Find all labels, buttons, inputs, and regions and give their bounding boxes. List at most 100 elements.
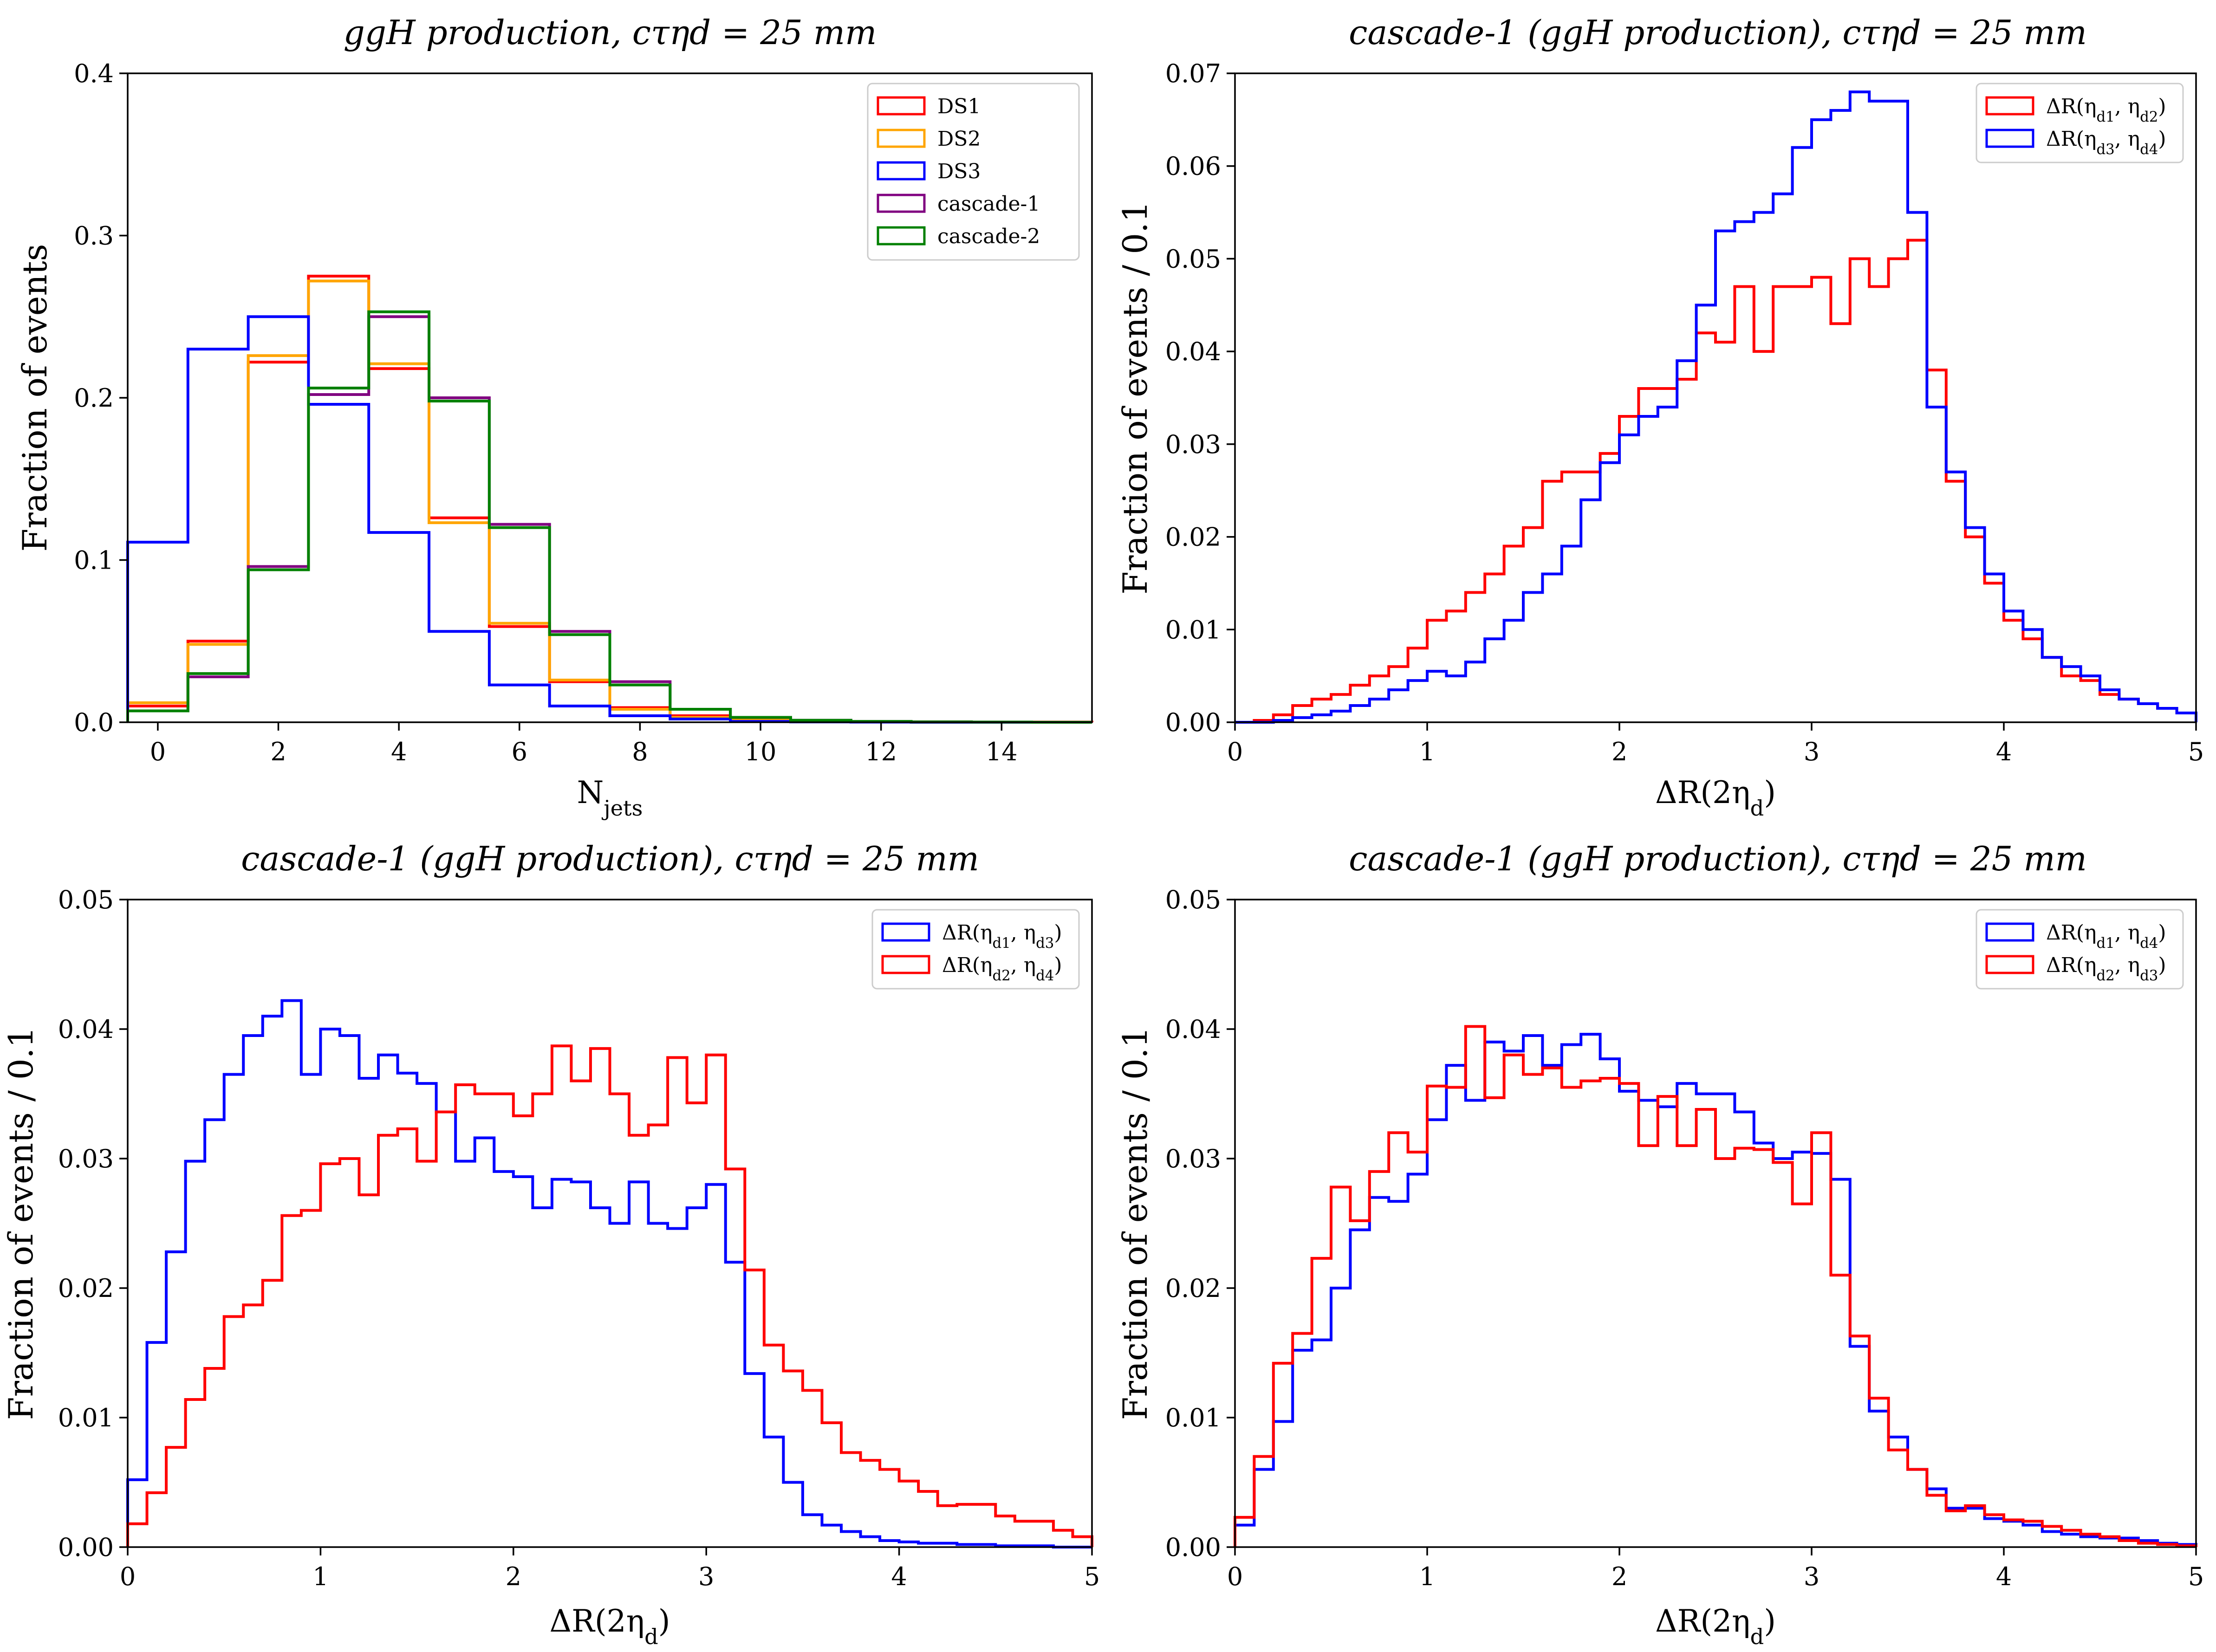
- y-tick-label: 0.01: [1165, 1403, 1221, 1432]
- legend: DS1 DS2 DS3 cascade-1 cascade-2: [867, 83, 1080, 261]
- x-tick-label: 3: [698, 1562, 714, 1591]
- series-group: [126, 274, 1093, 724]
- y-axis-label: Fraction of events: [15, 244, 54, 551]
- legend-swatch-r-d1-d2: [1985, 96, 2034, 116]
- y-tick-label: 0.03: [1165, 1144, 1221, 1173]
- legend-swatch-r-d1-d4: [1985, 922, 2034, 942]
- x-axis-label: ΔR(2ηd): [1655, 775, 1776, 821]
- y-tick-label: 0.00: [1165, 1533, 1221, 1562]
- x-tick-label: 4: [1996, 737, 2012, 766]
- series-group: [126, 999, 1093, 1548]
- legend-label-r-d1-d4: ΔR(ηd1, ηd4): [2046, 921, 2166, 952]
- panel-njets: 0 2 4 6 8 10 12 14 0.0 0.1 0.2 0.3 0.4 ggH production…: [15, 13, 1093, 821]
- legend-swatch-r-d2-d4: [881, 955, 930, 974]
- legend-label-ds3: DS3: [937, 160, 981, 183]
- x-tick-label: 2: [506, 1562, 521, 1591]
- series-group: [1234, 1025, 2197, 1548]
- x-tick-label: 0: [150, 737, 166, 766]
- chart-title: ggH production, cτηd = 25 mm: [344, 13, 877, 52]
- x-tick-label: 1: [1419, 1562, 1435, 1591]
- chart-title: cascade-1 (ggH production), cτηd = 25 mm: [1349, 13, 2087, 52]
- y-axis-label: Fraction of events / 0.1: [1, 1027, 40, 1420]
- x-axis-label: Njets: [577, 775, 643, 821]
- y-tick-label: 0.04: [1165, 1015, 1221, 1044]
- series-line-r-d1-d3: [126, 999, 1092, 1548]
- legend-swatch-ds1: [877, 96, 926, 116]
- x-tick-label: 1: [312, 1562, 328, 1591]
- series-line-r-d1-d2: [1235, 239, 2197, 724]
- series-group: [1235, 90, 2197, 724]
- legend-frame: [1976, 909, 2184, 990]
- y-tick-label: 0.01: [58, 1403, 114, 1432]
- legend-label-r-d3-d4: ΔR(ηd3, ηd4): [2046, 127, 2166, 158]
- x-tick-label: 3: [1804, 737, 1820, 766]
- legend: ΔR(ηd1, ηd4)ΔR(ηd2, ηd3): [1976, 909, 2184, 990]
- x-tick-label: 2: [1612, 737, 1627, 766]
- x-tick-label: 5: [2188, 1562, 2204, 1591]
- x-tick-label: 4: [391, 737, 407, 766]
- x-tick-label: 3: [1804, 1562, 1820, 1591]
- x-tick-label: 4: [891, 1562, 907, 1591]
- axes-frame: [1234, 899, 2197, 1548]
- y-tick-label: 0.02: [1165, 523, 1221, 552]
- y-tick-label: 0.07: [1165, 59, 1221, 88]
- legend-label-ds1: DS1: [937, 95, 981, 118]
- y-tick-label: 0.3: [74, 221, 114, 251]
- legend-label-r-d2-d3: ΔR(ηd2, ηd3): [2046, 953, 2166, 984]
- x-tick-label: 1: [1419, 737, 1435, 766]
- y-tick-label: 0.00: [1165, 708, 1221, 737]
- legend-frame: [867, 83, 1080, 261]
- x-tick-label: 0: [120, 1562, 136, 1591]
- legend-label-r-d2-d4: ΔR(ηd2, ηd4): [942, 953, 1062, 984]
- axes-frame: [1234, 72, 2197, 723]
- y-tick-label: 0.03: [58, 1144, 114, 1173]
- legend-swatch-r-d2-d3: [1985, 955, 2034, 974]
- y-tick-label: 0.02: [58, 1274, 114, 1303]
- x-tick-label: 2: [270, 737, 286, 766]
- x-tick-label: 5: [1084, 1562, 1100, 1591]
- legend-label-r-d1-d2: ΔR(ηd1, ηd2): [2046, 95, 2166, 125]
- x-tick-label: 0: [1227, 1562, 1243, 1591]
- axes-frame: [127, 899, 1093, 1548]
- chart-title: cascade-1 (ggH production), cτηd = 25 mm: [1349, 839, 2087, 878]
- x-axis-label: ΔR(2ηd): [1655, 1603, 1776, 1649]
- y-tick-label: 0.2: [74, 383, 114, 413]
- y-tick-label: 0.06: [1165, 152, 1221, 181]
- y-tick-label: 0.02: [1165, 1274, 1221, 1303]
- legend-swatch-ds3: [877, 161, 926, 181]
- y-axis-label: Fraction of events / 0.1: [1116, 201, 1155, 595]
- legend-swatch-r-d1-d3: [881, 922, 930, 942]
- y-tick-label: 0.03: [1165, 430, 1221, 459]
- x-tick-label: 0: [1227, 737, 1243, 766]
- legend-swatch-cascade-1: [877, 194, 926, 213]
- legend-label-cascade-2: cascade-2: [937, 225, 1040, 248]
- legend-swatch-cascade-2: [877, 226, 926, 246]
- y-tick-label: 0.1: [74, 546, 114, 575]
- x-tick-label: 4: [1996, 1562, 2012, 1591]
- legend-label-ds2: DS2: [937, 127, 981, 151]
- chart-title: cascade-1 (ggH production), cτηd = 25 mm: [241, 839, 979, 878]
- series-line-r-d1-d4: [1234, 1033, 2197, 1547]
- y-axis-label: Fraction of events / 0.1: [1116, 1027, 1155, 1420]
- series-line-r-d2-d4: [126, 1044, 1093, 1547]
- y-tick-label: 0.01: [1165, 615, 1221, 644]
- legend: ΔR(ηd1, ηd3)ΔR(ηd2, ηd4): [871, 909, 1080, 990]
- legend-frame: [1976, 83, 2184, 163]
- legend-label-cascade-1: cascade-1: [937, 192, 1040, 216]
- y-tick-label: 0.00: [58, 1533, 114, 1562]
- panel-dr-d1d3-d2d4: 0 1 2 3 4 5 0.00 0.01 0.02 0.03 0.04 0.05 cascade-1 …: [1, 839, 1100, 1649]
- legend: ΔR(ηd1, ηd2)ΔR(ηd3, ηd4): [1976, 83, 2184, 163]
- legend-swatch-r-d3-d4: [1985, 129, 2034, 148]
- x-tick-label: 6: [512, 737, 527, 766]
- x-tick-label: 12: [865, 737, 897, 766]
- series-line-cascade-2: [126, 310, 1092, 724]
- series-line-r-d2-d3: [1234, 1025, 2197, 1548]
- y-tick-label: 0.4: [74, 59, 114, 88]
- x-axis-label: ΔR(2ηd): [550, 1603, 670, 1649]
- legend-frame: [871, 909, 1080, 990]
- y-tick-label: 0.05: [1165, 885, 1221, 914]
- x-tick-label: 14: [986, 737, 1018, 766]
- y-tick-label: 0.04: [1165, 337, 1221, 366]
- panel-dr-d1d4-d2d3: 0 1 2 3 4 5 0.00 0.01 0.02 0.03 0.04 0.05 cascade-1 …: [1116, 839, 2204, 1649]
